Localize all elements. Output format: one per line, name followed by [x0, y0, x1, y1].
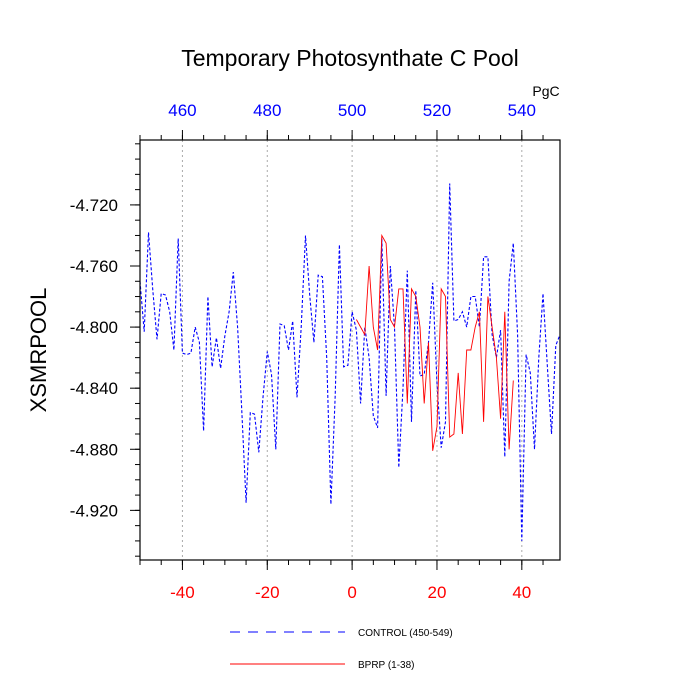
series-line-bprp [356, 233, 514, 451]
top-x-tick-label: 500 [338, 101, 366, 120]
y-tick-label: -4.920 [70, 501, 118, 520]
x-tick-label: 40 [512, 583, 531, 602]
x-tick-label: 0 [347, 583, 356, 602]
top-x-tick-label: 480 [253, 101, 281, 120]
legend-label: BPRP (1-38) [358, 660, 415, 671]
top-x-tick-label: 460 [168, 101, 196, 120]
y-tick-label: -4.800 [70, 318, 118, 337]
chart-title: Temporary Photosynthate C Pool [181, 45, 519, 71]
x-tick-label: 20 [428, 583, 447, 602]
y-tick-label: -4.760 [70, 257, 118, 276]
x-tick-label: -40 [170, 583, 195, 602]
y-tick-label: -4.840 [70, 379, 118, 398]
series-line-control [139, 183, 561, 541]
y-tick-label: -4.720 [70, 196, 118, 215]
legend-label: CONTROL (450-549) [358, 628, 453, 639]
top-x-tick-label: 520 [423, 101, 451, 120]
y-axis-label: XSMRPOOL [26, 288, 51, 413]
x-tick-label: -20 [255, 583, 280, 602]
units-label: PgC [532, 83, 559, 99]
y-tick-label: -4.880 [70, 440, 118, 459]
top-x-tick-label: 540 [508, 101, 536, 120]
plot-frame [139, 139, 561, 561]
